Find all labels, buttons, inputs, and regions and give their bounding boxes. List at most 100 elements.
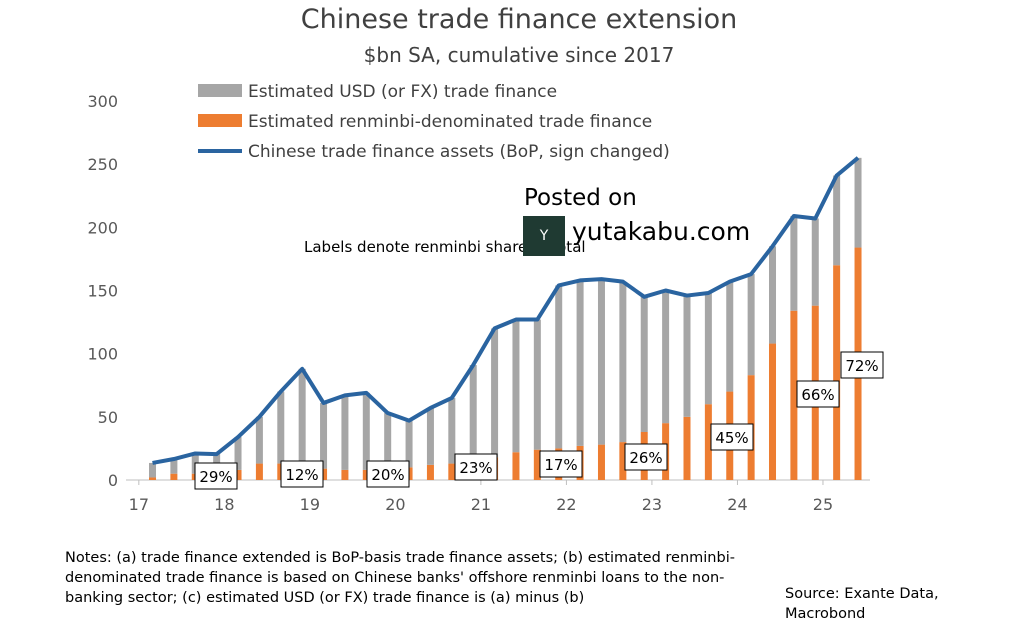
watermark-line1: Posted on xyxy=(524,185,637,211)
bar-segment xyxy=(341,395,349,470)
share-label: 26% xyxy=(629,449,662,467)
bar-segment xyxy=(833,175,841,266)
legend-label: Estimated renminbi-denominated trade fin… xyxy=(248,112,652,132)
bar-segment xyxy=(362,469,370,480)
bar-segment xyxy=(234,437,242,470)
y-tick-label: 0 xyxy=(108,471,118,490)
annotation-text: Labels denote renminbi share of total xyxy=(304,238,586,256)
source-box: Source: Exante Data, Macrobond xyxy=(785,586,939,622)
bar-segment xyxy=(726,281,734,392)
bar-segment xyxy=(555,285,563,449)
bar-segment xyxy=(426,407,434,465)
bar-segment xyxy=(448,397,456,464)
bar-segment xyxy=(362,392,370,470)
share-label-box xyxy=(366,460,410,488)
share-label-box xyxy=(194,462,238,490)
legend-label: Chinese trade finance assets (BoP, sign … xyxy=(248,142,670,162)
bar-segment xyxy=(149,477,157,480)
watermark-line2: yutakabu.com xyxy=(572,217,750,246)
bar-segment xyxy=(769,343,777,480)
share-label: 45% xyxy=(715,429,748,447)
bar-segment xyxy=(384,413,392,469)
source: Source: Exante Data, Macrobond xyxy=(785,586,939,622)
bar-segment xyxy=(704,404,712,480)
x-tick-label: 25 xyxy=(813,495,833,514)
bar-segment xyxy=(533,449,541,480)
share-label: 20% xyxy=(371,466,404,484)
bar-segment xyxy=(512,319,520,453)
x-tick-label: 21 xyxy=(471,495,491,514)
y-tick-label: 50 xyxy=(98,408,118,427)
bar-segment xyxy=(769,246,777,344)
x-tick-label: 22 xyxy=(556,495,576,514)
bar-segment xyxy=(448,463,456,480)
bar-segment xyxy=(704,293,712,405)
bar-segment xyxy=(277,391,285,464)
x-tick-label: 24 xyxy=(727,495,747,514)
bar-segment xyxy=(619,442,627,480)
share-label-box xyxy=(710,423,754,451)
share-label: 72% xyxy=(845,357,878,375)
bar-segment xyxy=(662,290,670,424)
bar-segment xyxy=(619,281,627,443)
share-label-box xyxy=(280,460,324,488)
bar-segment xyxy=(491,328,499,458)
y-tick-label: 250 xyxy=(87,155,118,174)
bar-segment xyxy=(149,462,157,478)
x-tick-label: 19 xyxy=(300,495,320,514)
legend-label: Estimated USD (or FX) trade finance xyxy=(248,82,557,102)
y-tick-label: 100 xyxy=(87,345,118,364)
share-label-box xyxy=(454,453,498,481)
bar-segment xyxy=(405,420,413,468)
x-tick-label: 18 xyxy=(214,495,234,514)
bar-segment xyxy=(255,463,263,480)
bar-segment xyxy=(170,473,178,480)
bar-segment xyxy=(597,444,605,480)
x-tick-label: 23 xyxy=(642,495,662,514)
chart-subtitle: $bn SA, cumulative since 2017 xyxy=(364,43,675,67)
bar-segment xyxy=(833,265,841,480)
share-label-box xyxy=(539,450,583,478)
bar-segment xyxy=(597,279,605,445)
share-label: 12% xyxy=(285,466,318,484)
share-label-box xyxy=(840,351,884,379)
bar-segment xyxy=(234,469,242,480)
bar-segment xyxy=(255,416,263,464)
share-label: 29% xyxy=(199,468,232,486)
bar-segment xyxy=(533,319,541,450)
bar-segment xyxy=(747,274,755,376)
y-tick-label: 150 xyxy=(87,282,118,301)
bar-segment xyxy=(298,368,306,465)
bar-segment xyxy=(512,452,520,480)
share-label: 17% xyxy=(544,456,577,474)
bar-segment xyxy=(426,464,434,480)
share-label-box xyxy=(624,443,668,471)
y-tick-label: 300 xyxy=(87,92,118,111)
bar-segment xyxy=(790,215,798,311)
legend-swatch xyxy=(198,114,242,127)
bar-segment xyxy=(341,469,349,480)
notes-box: Notes: (a) trade finance extended is BoP… xyxy=(65,550,735,606)
watermark-logo xyxy=(523,216,565,256)
bar-segment xyxy=(811,218,819,306)
bar-segment xyxy=(469,365,477,462)
bar-segment xyxy=(683,295,691,417)
line xyxy=(152,156,860,465)
bar-segment xyxy=(320,402,328,469)
annotation: Labels denote renminbi share of total xyxy=(304,238,586,256)
bar-segment xyxy=(576,280,584,446)
y-tick-label: 200 xyxy=(87,218,118,237)
bar-segment xyxy=(320,468,328,480)
notes: Notes: (a) trade finance extended is BoP… xyxy=(65,550,735,606)
share-label: 66% xyxy=(801,386,834,404)
x-tick-label: 17 xyxy=(129,495,149,514)
share-label: 23% xyxy=(459,459,492,477)
bar-segment xyxy=(790,310,798,480)
share-label-box xyxy=(796,380,840,408)
x-tick-label: 20 xyxy=(385,495,405,514)
chart-title: Chinese trade finance extension xyxy=(301,4,737,35)
watermark-logo-letter: Y xyxy=(539,228,549,244)
legend-swatch xyxy=(198,84,242,97)
bar-segment xyxy=(854,157,862,248)
